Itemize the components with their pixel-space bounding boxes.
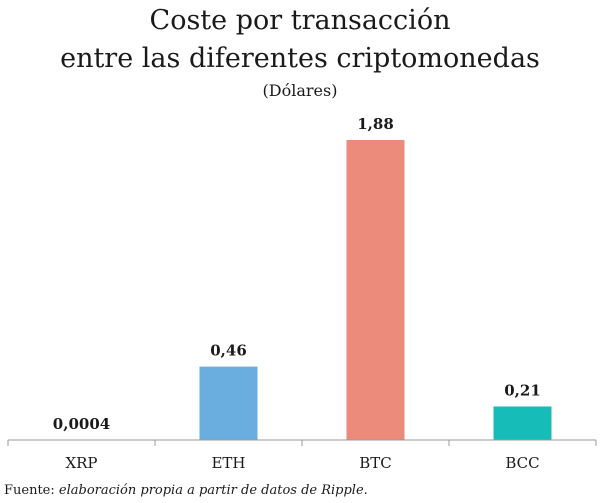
- x-axis-ticks: [7, 440, 597, 446]
- tick-label-btc: BTC: [359, 454, 392, 472]
- chart-title-line-2: entre las diferentes criptomonedas: [60, 43, 540, 74]
- value-labels-group: 0,0004 0,46 1,88 0,21: [53, 115, 541, 433]
- value-label-btc: 1,88: [357, 115, 394, 133]
- x-axis-tick-labels: XRP ETH BTC BCC: [65, 454, 539, 472]
- bar-btc: [346, 140, 405, 440]
- tick-label-xrp: XRP: [65, 454, 97, 472]
- chart-subtitle: (Dólares): [263, 81, 338, 100]
- tick-label-eth: ETH: [211, 454, 245, 472]
- bar-bcc: [493, 406, 552, 440]
- value-label-xrp: 0,0004: [53, 415, 110, 433]
- source-text: elaboración propia a partir de datos de …: [59, 483, 368, 498]
- value-label-eth: 0,46: [210, 342, 247, 360]
- value-label-bcc: 0,21: [504, 381, 541, 399]
- bar-eth: [199, 366, 258, 440]
- tick-label-bcc: BCC: [505, 454, 539, 472]
- source-prefix: Fuente:: [4, 483, 59, 498]
- source-note: Fuente: elaboración propia a partir de d…: [4, 483, 368, 498]
- chart-title-line-1: Coste por transacción: [150, 5, 451, 36]
- bars-group: [52, 140, 552, 440]
